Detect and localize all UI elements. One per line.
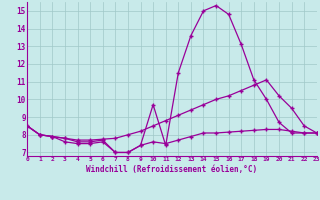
X-axis label: Windchill (Refroidissement éolien,°C): Windchill (Refroidissement éolien,°C) [86,165,258,174]
